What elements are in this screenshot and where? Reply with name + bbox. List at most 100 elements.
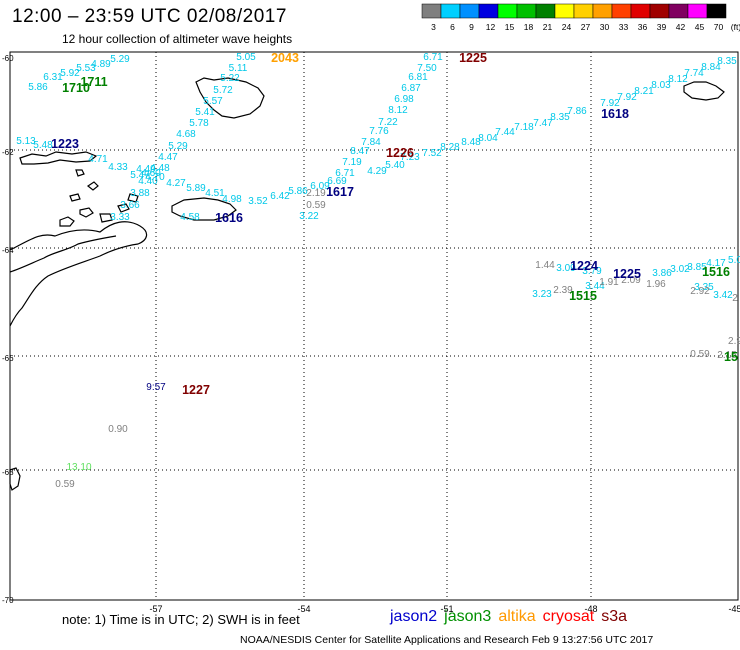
wave-height-value: 2.09	[621, 275, 641, 286]
wave-height-value: 6.98	[394, 94, 414, 105]
wave-height-value: 3.52	[248, 196, 268, 207]
wave-height-value: 8.35	[717, 56, 737, 67]
wave-height-value: 4.70	[145, 172, 165, 183]
wave-height-value: 8.21	[634, 86, 654, 97]
wave-height-value: 3.23	[532, 289, 552, 300]
pass-time-label: 1225	[459, 51, 487, 65]
wave-height-value: 8.48	[461, 137, 481, 148]
satellite-legend: jason2 jason3 altika cryosat s3a	[390, 608, 634, 626]
lon-label: -54	[297, 604, 310, 614]
scale-label: 30	[600, 22, 610, 32]
satellite-s3a: s3a	[601, 608, 628, 625]
wave-height-value: 3.85	[687, 262, 707, 273]
scale-label: 21	[543, 22, 553, 32]
wave-height-value: 7.47	[533, 118, 553, 129]
wave-height-value: 5.40	[385, 160, 405, 171]
wave-height-value: 5.13	[16, 136, 36, 147]
wave-height-value: 4.51	[205, 188, 225, 199]
coastline	[9, 77, 725, 491]
lat-label: -64	[2, 246, 14, 255]
satellite-jason2: jason2	[390, 608, 438, 625]
wave-height-value: 7.92	[600, 98, 620, 109]
wave-height-value: 9:57	[146, 382, 166, 393]
scale-label: 3	[431, 22, 436, 32]
island-chain-1	[59, 169, 139, 227]
wave-height-value: 7.84	[361, 137, 381, 148]
satellite-cryosat: cryosat	[542, 608, 595, 625]
wave-height-value: 3.88	[130, 188, 150, 199]
scale-swatch	[668, 3, 689, 19]
wave-height-value: 6.69	[327, 176, 347, 187]
wave-height-value: 8.04	[478, 133, 498, 144]
pass-time-label: 1226	[386, 146, 414, 160]
wave-height-value: 4.48	[150, 163, 170, 174]
wave-height-value: 6.87	[401, 83, 421, 94]
wave-height-value: 2.15	[717, 350, 737, 361]
south-shetland-islands	[19, 151, 98, 165]
wave-height-value: 8.47	[350, 146, 370, 157]
scale-swatch	[478, 3, 499, 19]
wave-height-value: 2.9	[728, 336, 740, 347]
wave-height-value: 7.52	[422, 148, 442, 159]
wave-height-value: 0.59	[690, 349, 710, 360]
wave-height-value: 1.91	[599, 277, 619, 288]
pass-time-label: 1710	[62, 81, 90, 95]
scale-label: 36	[638, 22, 648, 32]
wave-height-value: 7.50	[417, 63, 437, 74]
wave-height-value: 5.86	[288, 186, 308, 197]
lat-label: -66	[2, 354, 14, 363]
wave-height-value: 7.86	[567, 106, 587, 117]
south-georgia-tip	[683, 81, 725, 101]
pass-time-label: 1516	[702, 265, 730, 279]
scale-swatch	[497, 3, 518, 19]
wave-height-value: 3.79	[582, 266, 602, 277]
wave-height-value: 4.33	[108, 162, 128, 173]
scale-swatch	[421, 3, 442, 19]
wave-height-value: 8.28	[440, 142, 460, 153]
wave-height-value: 5.48	[33, 140, 53, 151]
wave-height-value: 1.44	[535, 260, 555, 271]
wave-height-value: 8.03	[651, 80, 671, 91]
satellite-jason3: jason3	[444, 608, 492, 625]
footnote: note: 1) Time is in UTC; 2) SWH is in fe…	[62, 612, 300, 627]
scale-label: 42	[676, 22, 686, 32]
graticule	[10, 52, 738, 600]
wave-height-value: 8.12	[388, 105, 408, 116]
pass-time-label: 1515	[569, 289, 597, 303]
wave-height-value: 7.23	[400, 152, 420, 163]
wave-height-value: 3.02	[670, 264, 690, 275]
scale-unit: (ft)	[731, 22, 740, 32]
axis-labels: -57 -54 -51 -48 -45 -60 -62 -64 -66 -68 -70	[2, 54, 740, 614]
lon-label: -48	[584, 604, 597, 614]
wave-height-value: 3.09	[556, 263, 576, 274]
pass-time-label: 15	[724, 350, 738, 364]
wave-height-value: 0.90	[108, 424, 128, 435]
satellite-altika: altika	[498, 608, 536, 625]
wave-height-value: 2.39	[553, 285, 573, 296]
wave-height-value: 3.35	[694, 282, 714, 293]
scale-swatch	[440, 3, 461, 19]
wave-height-value: 7.19	[342, 157, 362, 168]
wave-height-value: 7.18	[514, 122, 534, 133]
wave-height-value: 5.29	[168, 141, 188, 152]
scale-label: 39	[657, 22, 667, 32]
map-title: 12:00 – 23:59 UTC 02/08/2017	[12, 6, 287, 27]
lat-label: -68	[2, 468, 14, 477]
coast-fragment-left	[9, 467, 21, 491]
wave-height-value: 8.35	[550, 112, 570, 123]
wave-height-value: 4.71	[88, 154, 108, 165]
wave-height-value: 4.49	[136, 164, 156, 175]
wave-height-value: 5.41	[195, 107, 215, 118]
scale-label: 33	[619, 22, 629, 32]
wave-height-value: 1.96	[646, 279, 666, 290]
wave-height-value: 5.29	[110, 54, 130, 65]
wave-height-value: 3.66	[120, 200, 140, 211]
wave-height-value: 3.86	[652, 268, 672, 279]
wave-height-value: 4.89	[91, 59, 111, 70]
wave-height-value: 2.92	[690, 286, 710, 297]
peninsula-coast	[9, 221, 148, 327]
